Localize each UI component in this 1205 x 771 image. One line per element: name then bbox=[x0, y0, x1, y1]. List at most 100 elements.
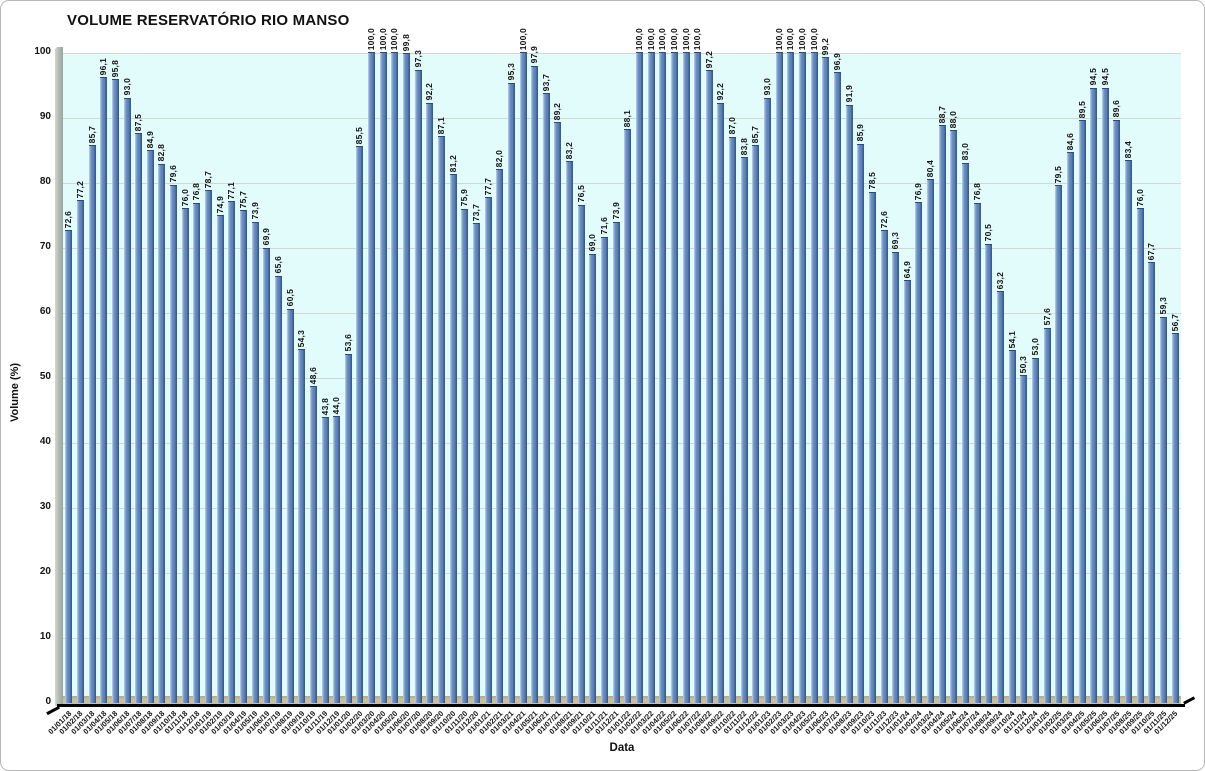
chart-3d-floor bbox=[63, 696, 1181, 705]
gridline-30 bbox=[63, 508, 1181, 509]
bar-01/08/23 bbox=[845, 104, 853, 703]
bar-value-label: 48,6 bbox=[307, 366, 318, 385]
bar-value-label: 60,5 bbox=[284, 289, 295, 307]
y-tick-label-70: 70 bbox=[39, 241, 51, 252]
chart-title: VOLUME RESERVATÓRIO RIO MANSO bbox=[67, 12, 350, 29]
bar-value-label: 100,0 bbox=[657, 27, 668, 50]
bar-01/03/19 bbox=[228, 200, 236, 703]
bar-value-label: 83,4 bbox=[1123, 140, 1134, 158]
y-tick-label-20: 20 bbox=[39, 566, 51, 577]
bar-01/01/20 bbox=[344, 353, 352, 703]
bar-value-label: 84,9 bbox=[144, 130, 155, 149]
bar-value-label: 77,1 bbox=[226, 181, 237, 199]
bar-value-label: 92,2 bbox=[715, 83, 726, 101]
bar-value-label: 85,7 bbox=[86, 125, 97, 143]
bar-value-label: 97,2 bbox=[703, 50, 714, 69]
bar-value-label: 88,1 bbox=[622, 110, 633, 128]
bar-value-label: 53,6 bbox=[342, 334, 353, 352]
bar-01/05/23 bbox=[810, 52, 818, 703]
bar-01/03/18 bbox=[88, 144, 96, 703]
gridline-60 bbox=[63, 313, 1181, 314]
bar-01/08/21 bbox=[566, 161, 574, 703]
bar-01/06/22 bbox=[682, 52, 690, 703]
bar-01/11/22 bbox=[740, 157, 748, 703]
bar-value-label: 76,0 bbox=[179, 188, 190, 206]
bar-value-label: 100,0 bbox=[377, 27, 388, 50]
bar-value-label: 73,7 bbox=[470, 203, 481, 221]
bar-01/04/20 bbox=[379, 52, 387, 703]
y-tick-label-60: 60 bbox=[39, 306, 51, 317]
bar-value-label: 56,7 bbox=[1169, 314, 1180, 332]
bar-value-label: 75,7 bbox=[238, 190, 248, 208]
bar-value-label: 63,2 bbox=[994, 271, 1005, 290]
bar-01/07/25 bbox=[1113, 119, 1121, 703]
bar-value-label: 73,9 bbox=[249, 202, 260, 220]
bar-01/11/19 bbox=[321, 417, 329, 703]
bar-01/11/20 bbox=[461, 208, 469, 703]
bar-value-label: 88,0 bbox=[948, 110, 959, 128]
x-axis-line bbox=[57, 704, 1185, 707]
bar-01/07/21 bbox=[554, 122, 562, 703]
bar-value-label: 76,8 bbox=[971, 183, 982, 201]
bar-01/08/19 bbox=[286, 308, 294, 703]
bar-01/08/18 bbox=[146, 150, 154, 703]
bar-value-label: 100,0 bbox=[797, 27, 807, 50]
bar-value-label: 54,3 bbox=[296, 329, 307, 348]
gridline-10 bbox=[63, 638, 1181, 639]
y-tick-label-80: 80 bbox=[39, 176, 51, 187]
bar-value-label: 79,5 bbox=[1053, 165, 1064, 184]
bar-value-label: 70,5 bbox=[983, 224, 994, 242]
bar-01/11/21 bbox=[601, 236, 609, 703]
bar-01/05/21 bbox=[531, 65, 539, 703]
bar-value-label: 96,1 bbox=[98, 58, 109, 76]
bar-value-label: 91,9 bbox=[843, 85, 854, 103]
bar-01/05/20 bbox=[391, 52, 399, 703]
bar-01/02/23 bbox=[775, 52, 783, 703]
bar-01/12/25 bbox=[1171, 333, 1179, 703]
bar-01/03/22 bbox=[647, 52, 655, 703]
gridline-70 bbox=[63, 248, 1181, 249]
bar-value-label: 43,8 bbox=[319, 397, 330, 416]
bar-value-label: 82,0 bbox=[494, 149, 505, 167]
bar-value-label: 96,9 bbox=[831, 52, 842, 71]
bar-01/09/24 bbox=[996, 291, 1004, 703]
bar-value-label: 76,0 bbox=[1134, 188, 1145, 206]
bar-value-label: 50,3 bbox=[1018, 355, 1029, 374]
gridline-90 bbox=[63, 118, 1181, 119]
y-tick-label-30: 30 bbox=[39, 501, 51, 512]
bar-value-label: 99,2 bbox=[820, 37, 831, 56]
bar-01/02/19 bbox=[216, 215, 224, 703]
bar-01/12/19 bbox=[333, 416, 341, 703]
bar-value-label: 53,0 bbox=[1029, 338, 1040, 356]
bar-01/09/21 bbox=[577, 204, 585, 703]
bar-value-label: 100,0 bbox=[680, 27, 691, 50]
bar-value-label: 83,8 bbox=[738, 137, 749, 156]
bar-value-label: 64,9 bbox=[901, 260, 912, 279]
plot-area: 72,6 77,2 85,7 96,1 95,8 93,0 87,5 84,9 82,8 79,6… bbox=[63, 28, 1181, 705]
bar-01/10/19 bbox=[309, 386, 317, 703]
bar-value-label: 54,1 bbox=[1006, 331, 1017, 349]
bar-01/05/18 bbox=[111, 79, 119, 703]
bar-01/12/24 bbox=[1031, 357, 1039, 703]
bar-01/06/20 bbox=[403, 53, 411, 703]
bar-value-label: 100,0 bbox=[668, 27, 679, 50]
bar-value-label: 77,7 bbox=[482, 177, 493, 195]
y-tick-label-40: 40 bbox=[39, 436, 51, 447]
bar-value-label: 97,3 bbox=[412, 50, 423, 68]
bar-value-label: 100,0 bbox=[366, 27, 377, 50]
bar-value-label: 85,5 bbox=[354, 126, 365, 145]
bar-01/04/23 bbox=[799, 52, 806, 703]
bar-01/04/19 bbox=[240, 209, 247, 703]
bar-01/03/23 bbox=[787, 52, 795, 703]
gridline-40 bbox=[63, 443, 1181, 444]
bar-01/06/23 bbox=[822, 57, 830, 703]
gridline-80 bbox=[63, 183, 1181, 184]
bar-value-label: 57,6 bbox=[1041, 308, 1052, 326]
bar-value-label: 97,9 bbox=[529, 46, 540, 64]
bar-01/11/23 bbox=[880, 230, 888, 703]
bar-value-label: 72,6 bbox=[878, 210, 889, 229]
gridline-100 bbox=[63, 53, 1181, 54]
bar-value-label: 100,0 bbox=[773, 27, 784, 50]
bar-value-label: 100,0 bbox=[389, 27, 400, 50]
gridline-50 bbox=[63, 378, 1181, 379]
